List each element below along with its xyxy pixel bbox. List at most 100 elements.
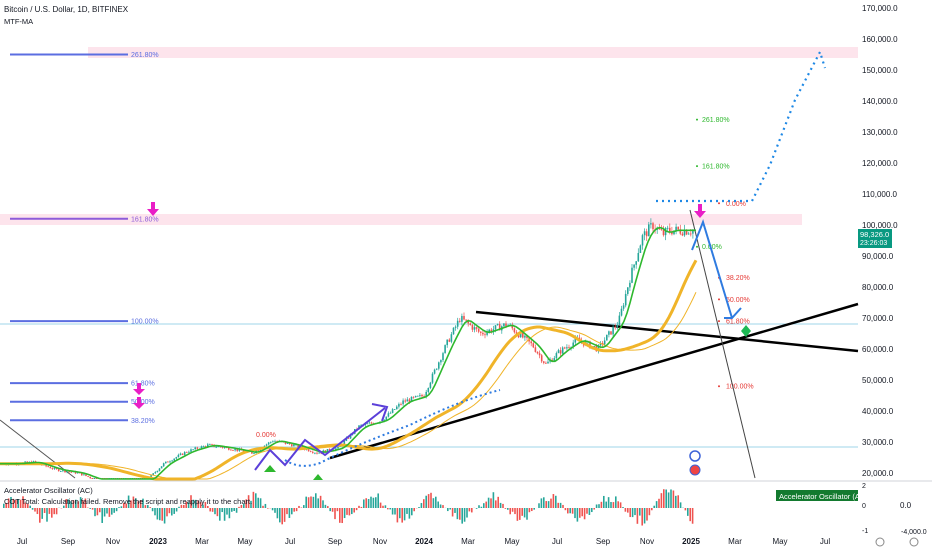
candle-body [662, 229, 665, 236]
candle-body [427, 387, 430, 392]
osc-bar [243, 503, 245, 508]
osc-bar [528, 508, 531, 513]
candle-body [85, 474, 87, 476]
osc-bar [439, 504, 442, 508]
candle-body [484, 334, 486, 336]
osc-bar [427, 494, 430, 508]
price-tick-2: 150,000.0 [862, 66, 898, 75]
price-tick-12: 50,000.0 [862, 376, 894, 385]
time-tick-9: 2024 [415, 537, 433, 546]
candle-body [406, 399, 409, 402]
price-tick-5: 120,000.0 [862, 159, 898, 168]
osc-bar [346, 508, 348, 515]
resistance-zone-mid [0, 214, 802, 225]
osc-bar [660, 493, 663, 508]
osc-bar [91, 508, 94, 510]
fib-green-label-1: 161.80% [702, 164, 730, 171]
candle-body [692, 230, 694, 234]
candle-body [660, 229, 663, 231]
candle-body [175, 457, 178, 459]
osc-bar [581, 508, 583, 517]
osc-bar [120, 506, 123, 508]
osc-bar [123, 502, 125, 508]
time-axis[interactable]: Jul Sep Nov 2023 Mar May Jul Sep Nov 2024 Mar May Ju… [17, 537, 830, 546]
osc-bar [545, 501, 547, 508]
osc-bar [5, 503, 7, 508]
osc-bar [576, 508, 579, 522]
candle-body [60, 471, 62, 472]
event-icon-red[interactable] [689, 464, 701, 476]
green-up-arrow [264, 465, 276, 472]
osc-bar [245, 499, 247, 508]
osc-bar [94, 508, 96, 517]
purple-arrow [254, 407, 386, 471]
osc-bar [687, 508, 689, 516]
osc-bar [84, 498, 87, 508]
fib-left-label-2: 100.00% [131, 319, 159, 326]
candle-body [156, 470, 159, 473]
osc-bar [370, 496, 372, 508]
candle-body [207, 444, 209, 447]
fib-green-dot-2 [696, 245, 698, 248]
osc-bar [144, 505, 147, 508]
candle-body [194, 447, 196, 450]
candle-body [557, 350, 560, 354]
osc-bar [339, 508, 341, 523]
osc-bar [27, 503, 29, 508]
event-icon-blue[interactable] [689, 450, 701, 462]
candle-body [606, 334, 608, 341]
fib-left-group: 261.80% 161.80% 100.00% 61.80% 50.00% 38.20% [10, 52, 159, 425]
osc-bar [375, 497, 377, 508]
dotted-target-projection [656, 49, 827, 203]
candle-body [547, 361, 549, 364]
candle-body [641, 235, 644, 246]
osc-bar [295, 508, 298, 512]
settings-dot-1[interactable] [875, 537, 885, 547]
osc-bar [526, 508, 528, 520]
candle-body [221, 447, 224, 448]
candle-body [639, 245, 642, 253]
settings-dot-2[interactable] [909, 537, 919, 547]
osc-bar [178, 506, 180, 508]
osc-bar [631, 508, 634, 518]
candle-body [190, 449, 192, 452]
candle-body [47, 466, 49, 468]
osc-bar [250, 500, 252, 508]
candle-body [326, 449, 329, 453]
candle-body [624, 293, 627, 306]
candle-body [228, 447, 230, 450]
osc-bar [317, 498, 319, 508]
osc-bar [154, 508, 156, 516]
osc-bar [432, 498, 435, 508]
osc-bar [579, 508, 581, 518]
candle-body [622, 305, 625, 309]
osc-bar [34, 508, 36, 512]
candle-body [51, 468, 54, 470]
trendline-left-decline [0, 419, 76, 479]
osc-bar [341, 508, 343, 524]
candle-body [347, 437, 350, 439]
osc-bar [43, 508, 46, 513]
candle-body [55, 467, 58, 470]
osc-bar [466, 508, 468, 518]
osc-bar [658, 498, 660, 508]
time-tick-18: Jul [820, 537, 830, 546]
osc-bar [514, 508, 516, 515]
osc-bar [262, 505, 264, 508]
osc-bar [291, 508, 293, 515]
osc-bar [550, 498, 552, 508]
price-axis[interactable]: 170,000.0 160,000.0 150,000.0 140,000.0 130,… [862, 4, 898, 478]
candle-body [393, 409, 396, 410]
osc-bar [483, 503, 485, 508]
candle-body [431, 373, 434, 383]
candle-body [498, 324, 501, 331]
osc-bar [3, 503, 5, 508]
osc-bar [603, 495, 605, 508]
candle-body [629, 282, 631, 288]
candle-body [461, 316, 463, 322]
time-tick-11: May [504, 537, 519, 546]
osc-bar [259, 498, 262, 508]
candle-body [446, 339, 448, 346]
osc-bar [459, 508, 461, 520]
